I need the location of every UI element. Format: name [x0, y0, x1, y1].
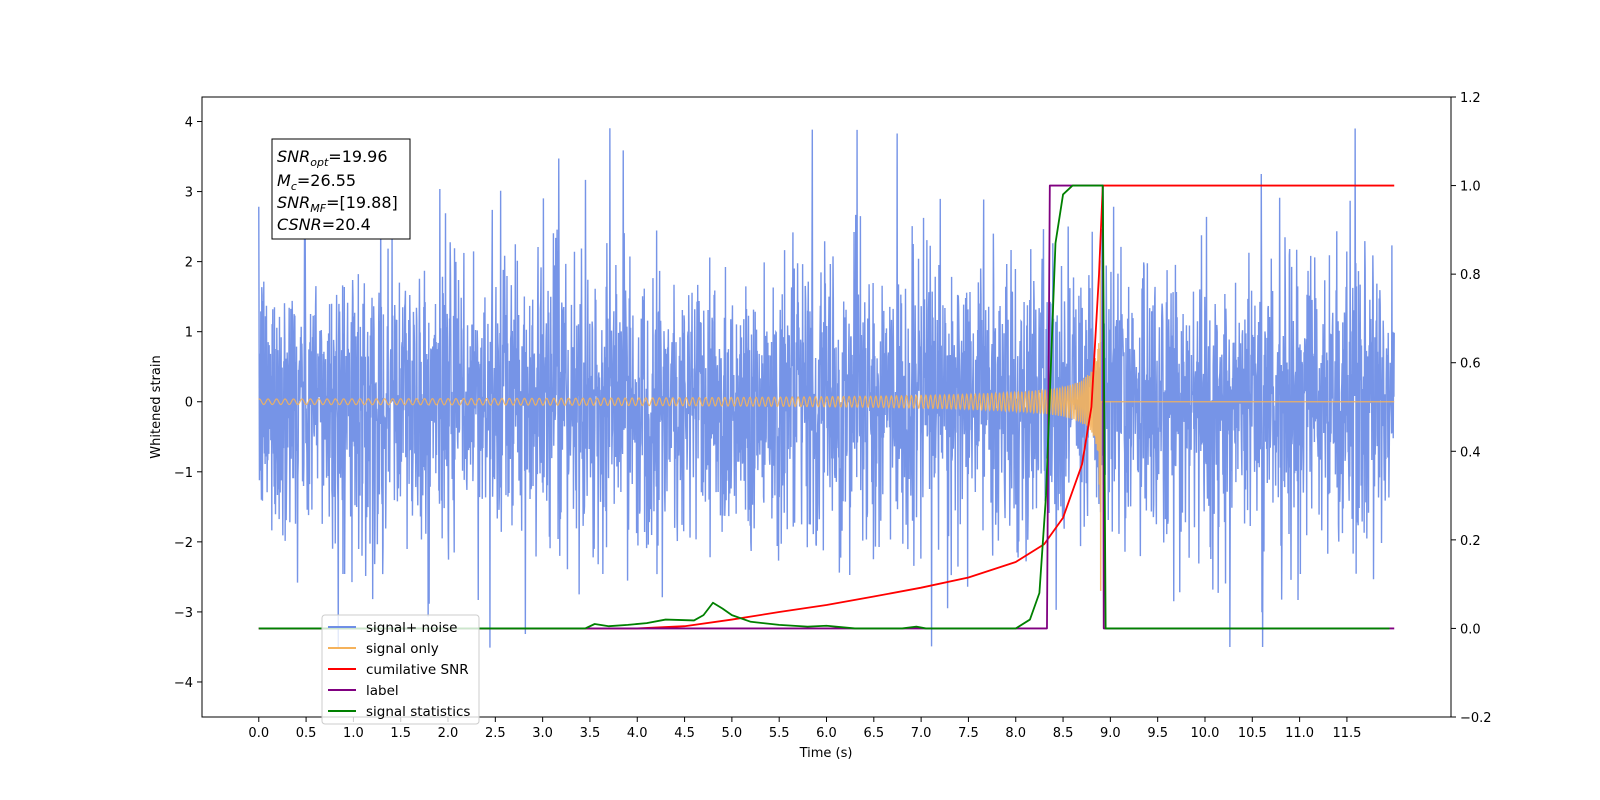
x-tick-label: 1.5 — [390, 726, 411, 741]
annotation-mc: Mc=26.55 — [277, 171, 356, 193]
y2-tick-label: −0.2 — [1460, 711, 1492, 726]
x-tick-label: 7.5 — [958, 726, 979, 741]
x-tick-label: 4.0 — [627, 726, 648, 741]
legend-label-signal-noise: signal+ noise — [366, 620, 457, 636]
legend-label-signal-statistics: signal statistics — [366, 704, 470, 720]
mc-main: M — [277, 171, 291, 190]
y-tick-label: −2 — [174, 536, 193, 551]
x-tick-label: 4.5 — [674, 726, 695, 741]
y2-tick-label: 1.0 — [1460, 180, 1481, 195]
y-tick-label: 1 — [185, 326, 193, 341]
x-tick-label: 1.0 — [343, 726, 364, 741]
snr-mf-sub: MF — [310, 202, 326, 215]
x-axis-label: Time (s) — [799, 746, 853, 761]
y2-axis-ticks: −0.2 0.0 0.2 0.4 0.6 0.8 1.0 1.2 — [1451, 91, 1492, 726]
x-tick-label: 0.5 — [296, 726, 317, 741]
x-tick-label: 10.0 — [1191, 726, 1220, 741]
y2-tick-label: 1.2 — [1460, 91, 1481, 106]
legend-frame — [321, 614, 480, 725]
y2-tick-label: 0.4 — [1460, 445, 1481, 460]
mc-sub: c — [291, 180, 297, 193]
x-tick-label: 11.0 — [1285, 726, 1314, 741]
snr-mf-value: =[19.88] — [326, 193, 398, 212]
x-tick-label: 3.0 — [532, 726, 553, 741]
x-tick-label: 5.0 — [722, 726, 743, 741]
y2-tick-label: 0.0 — [1460, 622, 1481, 637]
stats-annotation-box: SNRopt=19.96 Mc=26.55 SNRMF=[19.88] CSNR… — [271, 138, 411, 240]
legend-label-signal-only: signal only — [366, 641, 439, 657]
x-tick-label: 11.5 — [1332, 726, 1361, 741]
annotation-frame — [271, 138, 411, 240]
legend-item-label: label — [328, 683, 399, 699]
legend-label-cumulative-snr: cumilative SNR — [366, 662, 469, 678]
x-axis-ticks: 0.0 0.5 1.0 1.5 2.0 2.5 3.0 3.5 4.0 4.5 5.0 5.5 6.0 6… — [248, 717, 1361, 741]
mc-value: =26.55 — [297, 171, 356, 190]
x-tick-label: 8.5 — [1053, 726, 1074, 741]
x-tick-label: 2.0 — [438, 726, 459, 741]
legend-label-label: label — [366, 683, 399, 699]
y-tick-label: −3 — [174, 606, 193, 621]
x-tick-label: 3.5 — [580, 726, 601, 741]
legend-item-signal-statistics: signal statistics — [328, 704, 470, 720]
legend-item-cumulative-snr: cumilative SNR — [328, 662, 469, 678]
y-tick-label: 3 — [185, 186, 193, 201]
x-tick-label: 5.5 — [769, 726, 790, 741]
series-signal-only — [258, 260, 1395, 591]
legend-item-signal-noise: signal+ noise — [328, 620, 457, 636]
series-signal-statistics — [258, 184, 1390, 630]
y2-tick-label: 0.2 — [1460, 534, 1481, 549]
x-tick-label: 9.0 — [1100, 726, 1121, 741]
legend-item-signal-only: signal only — [328, 641, 439, 657]
snr-opt-value: =19.96 — [328, 147, 387, 166]
annotation-csnr: CSNR=20.4 — [277, 215, 371, 234]
x-tick-label: 2.5 — [485, 726, 506, 741]
y-axis-ticks: −4 −3 −2 −1 0 1 2 3 4 — [174, 116, 202, 691]
series-cumulative-snr — [258, 184, 1395, 630]
snr-mf-main: SNR — [277, 193, 310, 212]
x-tick-label: 9.5 — [1147, 726, 1168, 741]
x-tick-label: 10.5 — [1238, 726, 1267, 741]
x-tick-label: 0.0 — [248, 726, 269, 741]
y-tick-label: 4 — [185, 116, 193, 131]
snr-opt-sub: opt — [310, 156, 329, 169]
legend: signal+ noise signal only cumilative SNR… — [321, 614, 480, 725]
y-tick-label: −4 — [174, 676, 193, 691]
annotation-snr-mf: SNRMF=[19.88] — [277, 193, 398, 215]
x-tick-label: 6.5 — [863, 726, 884, 741]
series-layer — [258, 128, 1395, 648]
y-tick-label: 0 — [185, 396, 193, 411]
x-tick-label: 7.0 — [911, 726, 932, 741]
annotation-snr-opt: SNRopt=19.96 — [277, 147, 388, 169]
y-tick-label: −1 — [174, 466, 193, 481]
series-signal-noise — [258, 128, 1395, 648]
y2-tick-label: 0.8 — [1460, 268, 1481, 283]
x-tick-label: 6.0 — [816, 726, 837, 741]
y-axis-label: Whitened strain — [149, 355, 164, 458]
x-tick-label: 8.0 — [1005, 726, 1026, 741]
y2-tick-label: 0.6 — [1460, 357, 1481, 372]
csnr-main: CSNR — [277, 215, 322, 234]
snr-opt-main: SNR — [277, 147, 310, 166]
csnr-value: =20.4 — [322, 215, 371, 234]
y-tick-label: 2 — [185, 256, 193, 271]
